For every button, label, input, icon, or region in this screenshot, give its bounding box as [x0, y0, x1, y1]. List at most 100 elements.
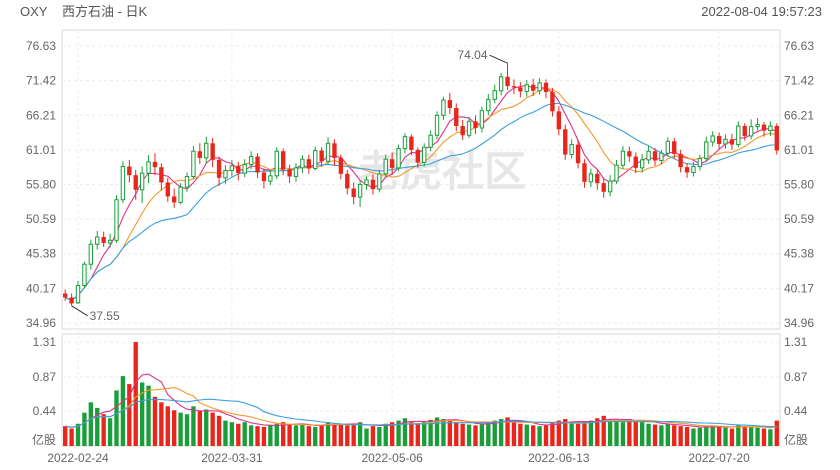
date-tick: 2022-05-06 [361, 451, 423, 465]
volume-bar [601, 415, 606, 446]
volume-bar [422, 422, 427, 446]
volume-bar [639, 422, 645, 446]
volume-bar [434, 417, 440, 446]
price-tick-right: 55.80 [784, 177, 814, 191]
candle-body [210, 143, 215, 160]
volume-bar [627, 419, 632, 446]
volume-bar [454, 422, 459, 446]
candle-body [184, 175, 190, 188]
volume-bar [242, 422, 247, 446]
date-tick: 2022-06-13 [528, 451, 590, 465]
candle-body [710, 135, 715, 143]
volume-tick-left: 0.87 [33, 370, 57, 384]
candle-body [197, 151, 203, 158]
volume-bar [473, 425, 478, 446]
price-tick-right: 76.63 [784, 39, 814, 53]
volume-bar [139, 382, 145, 446]
candles [63, 63, 779, 306]
candle-body [293, 167, 299, 177]
candle-body [274, 150, 279, 177]
candle-body [236, 165, 241, 174]
candle-body [723, 138, 728, 145]
volume-bar [729, 428, 735, 446]
volume-bar [466, 424, 472, 446]
annotations: 74.04 37.55 [71, 48, 508, 323]
candle-body [204, 142, 209, 159]
candle-body [377, 173, 382, 190]
candle-body [422, 146, 427, 164]
candle-body [351, 188, 356, 198]
volume-bar [287, 424, 292, 446]
date-tick: 2022-07-20 [688, 451, 750, 465]
volume-bar [505, 417, 510, 446]
volume-bar [563, 419, 568, 446]
volume-tick-right: 1.31 [784, 335, 808, 349]
candle-body [639, 159, 645, 169]
candle-body [678, 153, 683, 168]
candle-body [633, 156, 638, 168]
volume-bar [377, 426, 382, 446]
price-tick-right: 61.01 [784, 143, 814, 157]
candle-body [107, 239, 113, 244]
volume-bar [575, 423, 581, 446]
volume-bar [704, 426, 709, 446]
volume-unit-right: 亿股 [784, 432, 808, 447]
candle-body [755, 124, 760, 128]
candle-body [704, 141, 709, 160]
volume-bar [684, 426, 690, 446]
candle-body [268, 175, 273, 182]
price-panel-frame [61, 29, 781, 330]
candle-body [114, 199, 119, 241]
candle-body [383, 158, 388, 175]
candle-body [498, 76, 504, 92]
candle-body [332, 143, 337, 158]
volume-bar [723, 427, 728, 446]
volume-bar [255, 426, 260, 446]
volume-bar [69, 428, 74, 446]
date-tick: 2022-02-24 [47, 451, 109, 465]
volume-bar [120, 376, 126, 446]
volume-bar [697, 427, 703, 446]
candle-body [280, 151, 286, 170]
candle-body [659, 152, 664, 162]
candle-body [492, 90, 497, 100]
price-tick-left: 40.17 [26, 281, 56, 295]
volume-bar [537, 426, 542, 446]
candle-body [223, 170, 228, 179]
volume-bar [672, 425, 677, 446]
volume-bar [351, 423, 356, 446]
candle-body [146, 161, 151, 174]
candle-body [389, 159, 395, 168]
volume-bar [479, 423, 485, 446]
price-tick-right: 50.59 [784, 212, 814, 226]
volume-bar [274, 423, 279, 446]
candle-body [537, 82, 542, 92]
axis-labels: 76.63 76.63 71.42 71.42 66.21 66.21 61.01 61.01… [26, 39, 814, 465]
volume-ma5-line [65, 373, 777, 429]
candle-body [159, 167, 164, 183]
volume-bar [345, 425, 350, 446]
candle-body [550, 92, 555, 112]
volume-tick-right: 0.44 [784, 404, 808, 418]
candle-body [652, 151, 658, 161]
candle-body [300, 158, 305, 169]
volume-bar [447, 420, 453, 446]
volume-bar [755, 427, 760, 446]
candle-body [434, 114, 440, 136]
volume-bar [383, 423, 388, 446]
volume-bar [415, 423, 420, 446]
candle-body [95, 236, 100, 245]
candle-body [563, 129, 568, 155]
price-tick-left: 71.42 [26, 74, 56, 88]
candle-body [716, 135, 722, 144]
volume-bar [133, 342, 138, 446]
candle-body [191, 150, 196, 177]
candle-body [588, 173, 594, 183]
candle-body [729, 139, 735, 145]
volume-bar [761, 428, 767, 446]
volume-bar [543, 425, 549, 446]
candle-body [691, 166, 696, 174]
candle-body [63, 293, 68, 298]
ma20-line [64, 102, 777, 302]
